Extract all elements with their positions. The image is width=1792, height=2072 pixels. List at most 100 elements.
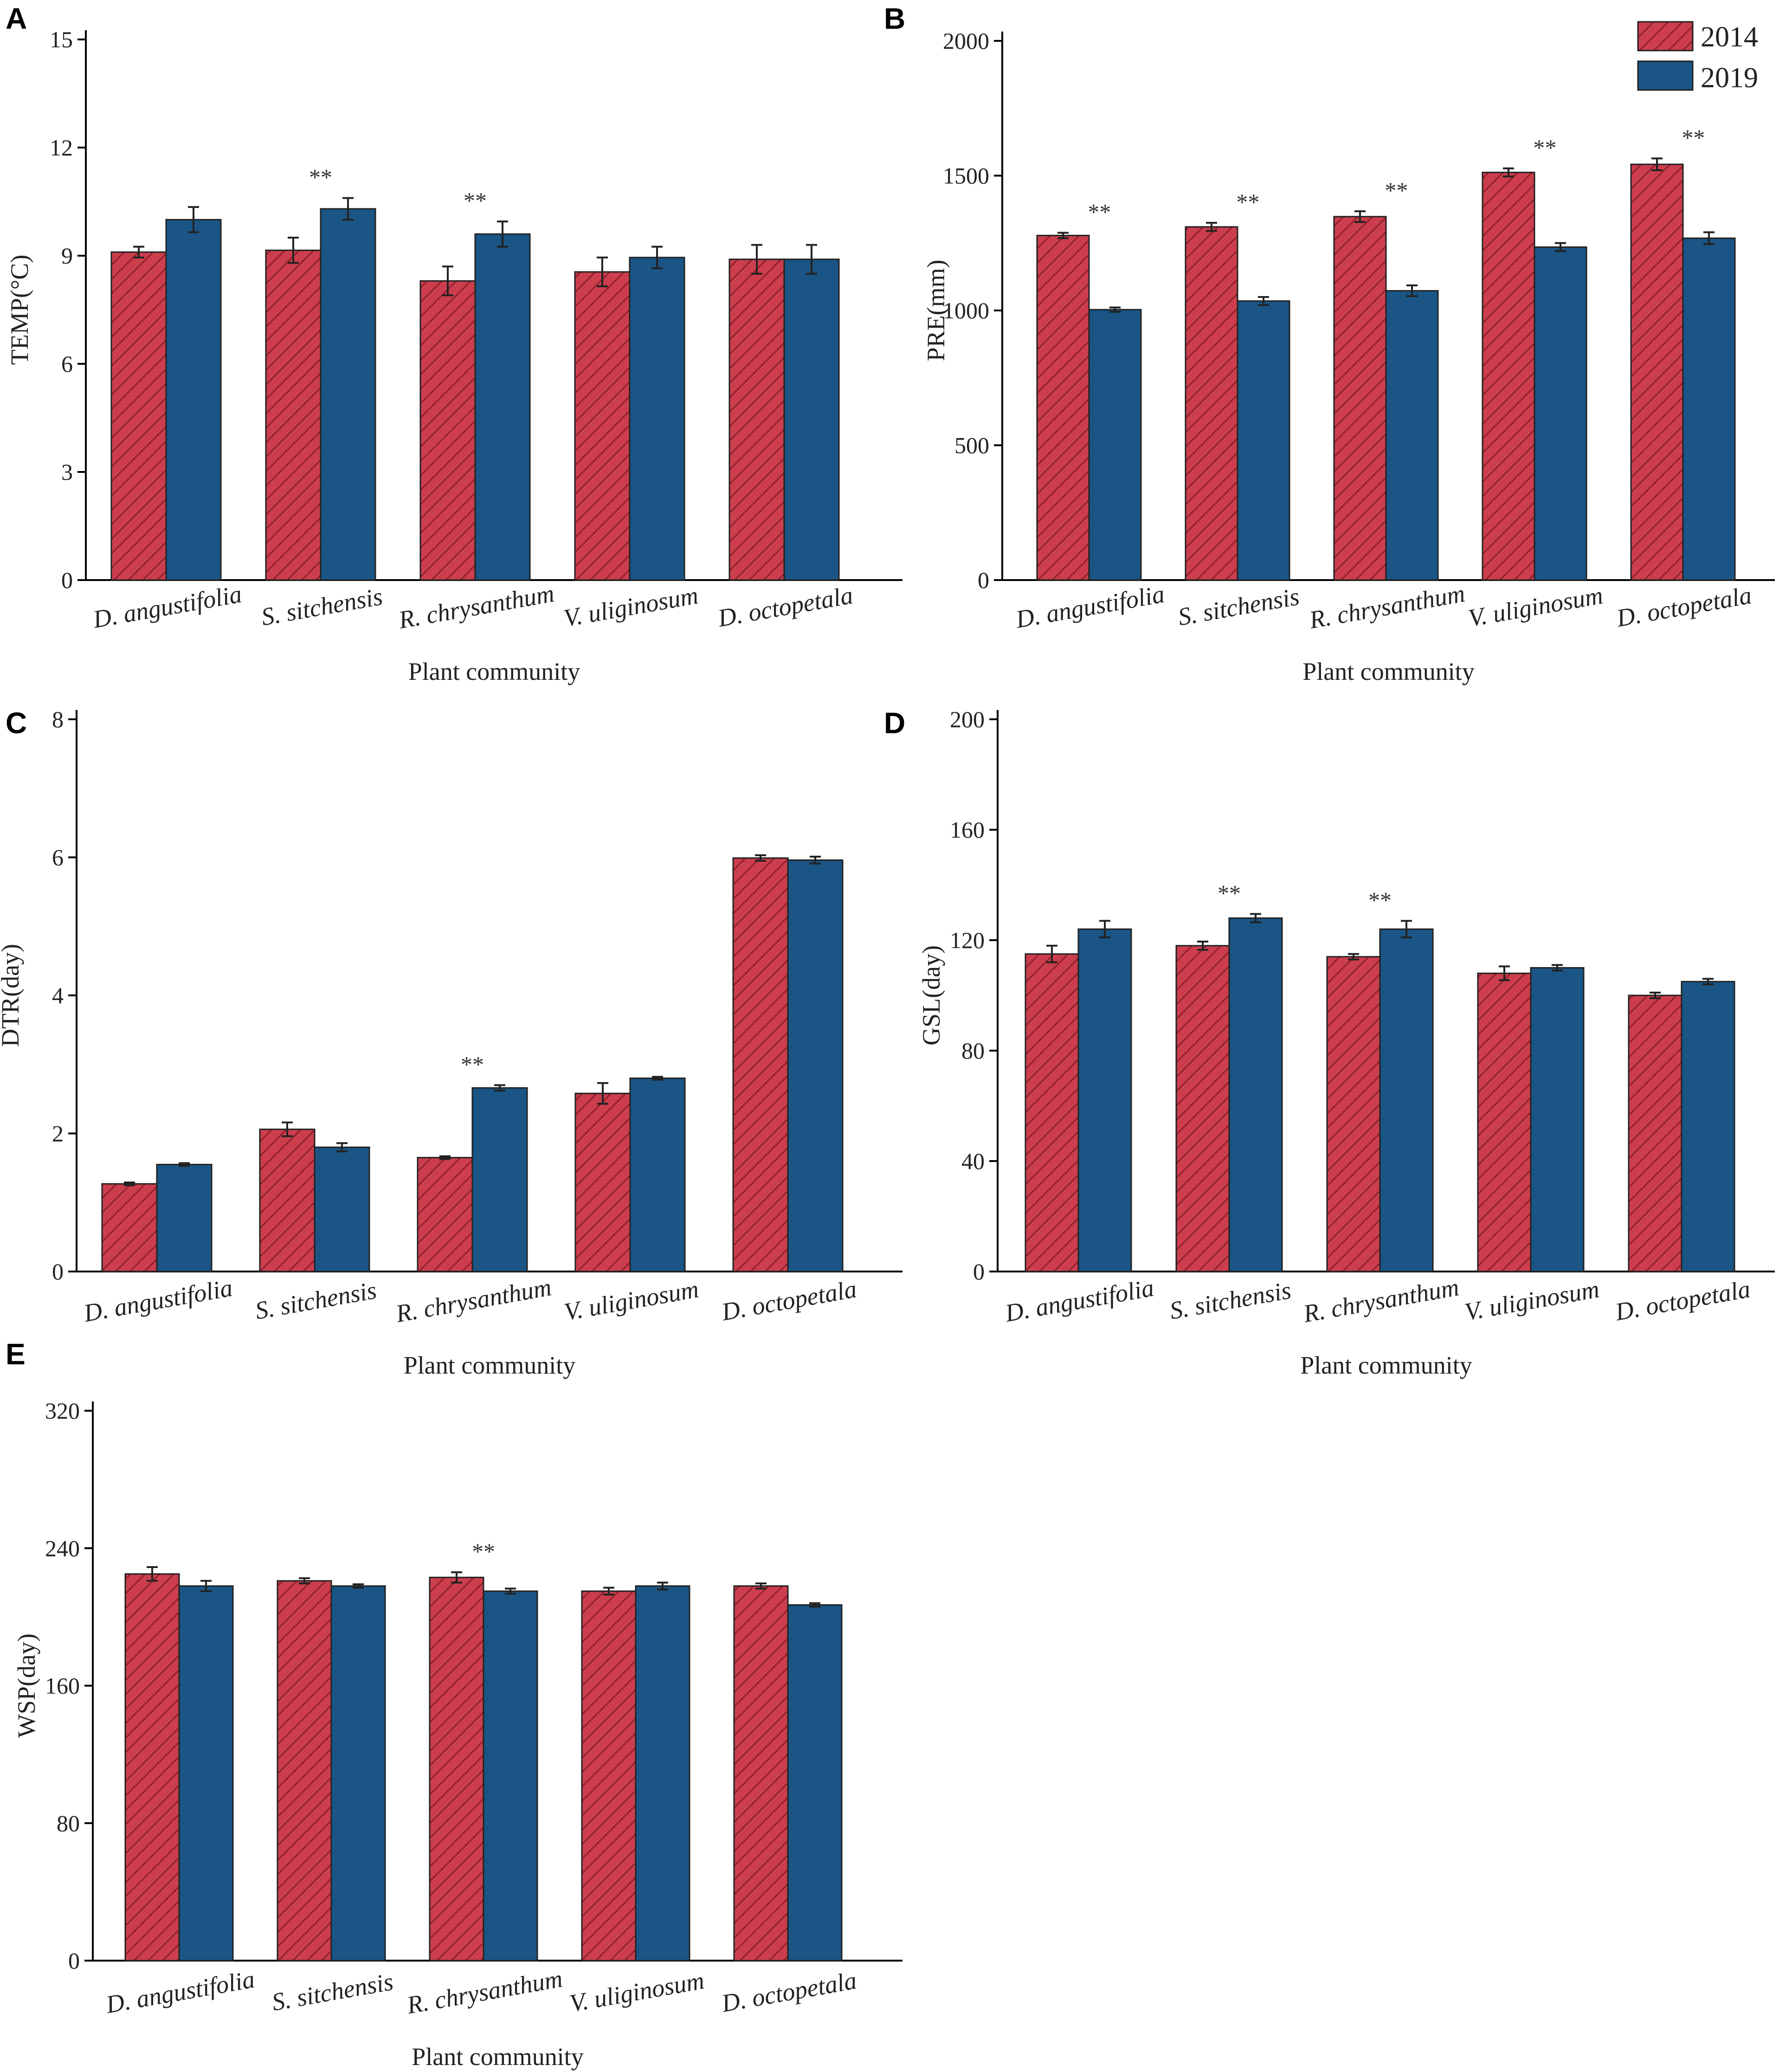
y-tick-label: 160 — [950, 817, 985, 843]
y-tick-label: 15 — [50, 26, 73, 52]
bar-2019-1 — [156, 1163, 213, 1272]
bar-2014-4 — [574, 271, 631, 581]
bar-2019-5 — [783, 258, 840, 581]
bar-2019-3 — [1379, 928, 1434, 1272]
bar-2019-2 — [330, 1585, 386, 1962]
significance-marker: ** — [1385, 177, 1408, 203]
bar-2019-2 — [320, 208, 376, 581]
y-tick-label: 1000 — [943, 297, 989, 323]
panel-label: D — [884, 706, 905, 740]
y-tick-label: 2 — [52, 1121, 64, 1147]
y-tick-label: 320 — [45, 1398, 80, 1424]
bar-2019-2 — [1237, 300, 1290, 581]
chart-panel-a: A 0 3 6 9 12 15 TEMP(°C) Plant community D. angus… — [6, 2, 902, 685]
y-tick-label: 6 — [61, 351, 73, 377]
bar-2014-5 — [1630, 163, 1684, 581]
significance-marker: ** — [464, 187, 487, 213]
category-label: V. uliginosum — [1466, 581, 1605, 632]
y-tick-label: 500 — [954, 432, 989, 458]
bar-2019-1 — [165, 219, 222, 581]
y-tick-label: 200 — [950, 706, 985, 732]
category-label: V. uliginosum — [562, 1275, 701, 1326]
legend-swatch-2014 — [1637, 21, 1694, 52]
bar-2014-3 — [429, 1576, 484, 1962]
category-label: D. octopetala — [716, 581, 855, 632]
category-label: D. octopetala — [719, 1275, 859, 1326]
category-label: S. sitchensis — [259, 582, 385, 631]
bar-2019-4 — [1530, 967, 1585, 1272]
y-tick-label: 160 — [45, 1673, 80, 1699]
y-tick-label: 0 — [973, 1259, 985, 1285]
bar-2019-4 — [1534, 246, 1587, 581]
y-tick-label: 0 — [52, 1259, 64, 1285]
category-label: D. angustifolia — [90, 580, 244, 634]
y-tick-label: 0 — [978, 567, 989, 593]
y-tick-label: 240 — [45, 1535, 80, 1561]
category-label: S. sitchensis — [270, 1968, 395, 2016]
bar-2019-4 — [629, 1078, 686, 1272]
bar-2014-3 — [1333, 216, 1387, 581]
bar-2014-1 — [124, 1573, 180, 1962]
legend-label-2019: 2019 — [1701, 62, 1758, 94]
y-tick-label: 120 — [950, 927, 985, 953]
legend: 2014 2019 — [1637, 21, 1758, 94]
x-axis-title: Plant community — [404, 1351, 576, 1379]
bar-2014-1 — [1025, 953, 1079, 1272]
bar-2014-2 — [277, 1580, 332, 1962]
chart-panel-e: E 0 80 160 240 320 WSP(day) Plant community D. a… — [6, 1337, 902, 2071]
category-label: R. chrysanthum — [1301, 1273, 1461, 1328]
x-axis-title: Plant community — [412, 2043, 584, 2071]
y-tick-label: 2000 — [943, 28, 989, 54]
bar-2019-5 — [787, 1604, 843, 1962]
y-tick-label: 80 — [57, 1810, 80, 1836]
category-label: V. uliginosum — [1463, 1275, 1601, 1326]
y-tick-label: 1500 — [943, 163, 989, 189]
significance-marker: ** — [461, 1051, 484, 1077]
category-label: D. angustifolia — [1003, 1274, 1156, 1328]
bar-2019-1 — [1077, 928, 1132, 1272]
significance-marker: ** — [1218, 880, 1241, 906]
category-label: S. sitchensis — [253, 1276, 379, 1325]
bar-2014-3 — [1326, 956, 1381, 1272]
legend-label-2014: 2014 — [1701, 21, 1758, 53]
significance-marker: ** — [1088, 199, 1111, 225]
x-axis-title: Plant community — [408, 658, 580, 685]
bar-2019-5 — [1681, 981, 1735, 1272]
bar-2014-2 — [265, 249, 322, 581]
category-label: S. sitchensis — [1167, 1276, 1293, 1325]
panel-label: A — [6, 2, 27, 35]
y-axis-title: GSL(day) — [917, 945, 945, 1046]
y-tick-label: 0 — [68, 1948, 80, 1974]
category-label: R. chrysanthum — [393, 1273, 554, 1328]
bar-2019-3 — [483, 1590, 538, 1962]
legend-swatch-2019 — [1637, 60, 1694, 91]
significance-marker: ** — [1368, 887, 1392, 913]
bar-2019-4 — [629, 257, 685, 581]
category-label: R. chrysanthum — [1307, 579, 1467, 634]
y-axis-title: PRE(mm) — [922, 259, 950, 361]
y-axis-title: TEMP(°C) — [6, 255, 33, 365]
bar-2014-1 — [1036, 234, 1090, 581]
y-axis-title: DTR(day) — [0, 944, 24, 1047]
bar-2014-2 — [1185, 226, 1238, 581]
bar-2019-4 — [635, 1585, 690, 1962]
x-axis-title: Plant community — [1300, 1351, 1472, 1379]
y-tick-label: 4 — [52, 982, 64, 1008]
bar-2019-5 — [1682, 237, 1736, 581]
chart-panel-c: C 0 2 4 6 8 DTR(day) Plant community D. angustif… — [0, 706, 902, 1379]
category-label: V. uliginosum — [561, 581, 700, 632]
category-label: R. chrysanthum — [396, 579, 556, 634]
bar-2014-5 — [1628, 994, 1682, 1272]
bar-2019-5 — [787, 859, 844, 1272]
bar-2014-4 — [574, 1092, 631, 1272]
chart-panel-b: B 0 500 1000 1500 2000 PRE(mm) Plant community *… — [884, 2, 1775, 685]
bar-2014-4 — [1482, 172, 1535, 581]
bar-2019-3 — [1385, 290, 1439, 581]
category-label: R. chrysanthum — [405, 1964, 565, 2019]
bar-2014-4 — [581, 1590, 637, 1962]
bar-2014-3 — [417, 1157, 473, 1272]
y-tick-label: 12 — [50, 135, 73, 161]
x-axis-title: Plant community — [1302, 658, 1475, 685]
